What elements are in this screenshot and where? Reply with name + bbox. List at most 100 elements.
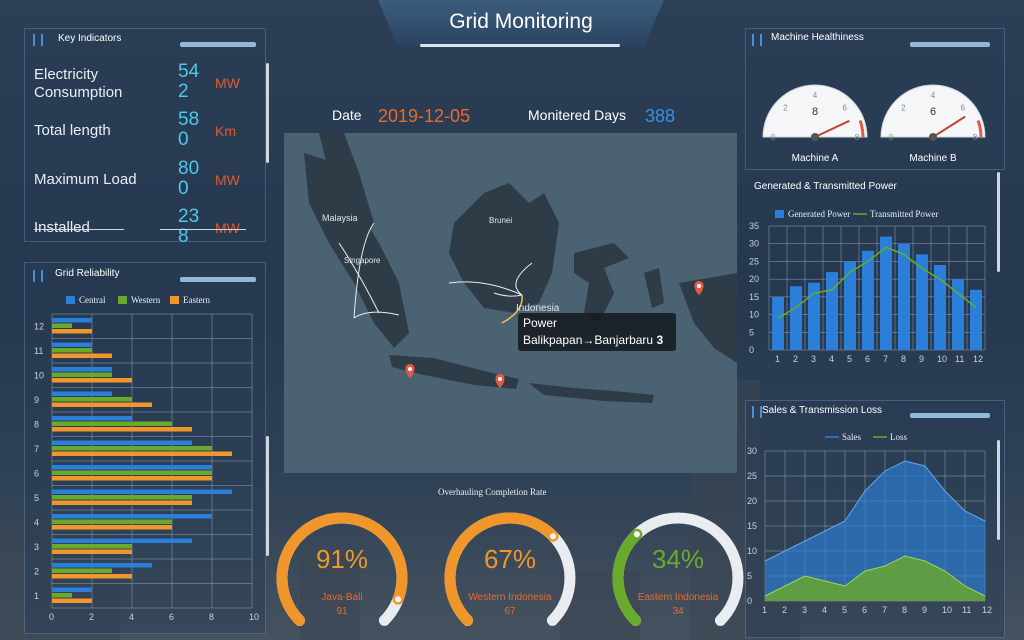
- gauge-face: [880, 84, 986, 138]
- route-line: [501, 294, 523, 324]
- series-line: [764, 555, 986, 597]
- gauge-progress: [276, 512, 408, 626]
- series-area: [765, 556, 985, 601]
- machine-gauges: 0 2 4 6 8 8 Machine A 0 2 4 6 8 6 Machine B: [762, 84, 986, 164]
- bar: [52, 544, 132, 549]
- x-tick-label: 11: [962, 605, 971, 615]
- key-indicators-title: Key Indicators: [58, 33, 122, 44]
- bar: [52, 538, 192, 543]
- gauge-tick-label: 6: [842, 103, 847, 112]
- x-tick-label: 5: [842, 605, 847, 615]
- kpi-value: 800: [178, 158, 200, 199]
- power-chart: Generated Power Transmitted Power05101520…: [749, 209, 986, 364]
- kpi-label: Maximum Load: [34, 171, 137, 188]
- tooltip-count: 3: [656, 333, 664, 347]
- y-tick-label: 35: [749, 221, 759, 231]
- gauge-needle: [814, 119, 850, 138]
- y-tick-label: 11: [34, 346, 43, 356]
- land-borneo: [449, 183, 559, 313]
- map-label: Singapore: [344, 256, 381, 265]
- route-line: [448, 281, 523, 296]
- kpi-unit: MW: [215, 220, 240, 236]
- gauge-name: Machine B: [909, 153, 957, 164]
- bar: [826, 272, 838, 350]
- x-tick-label: 6: [862, 605, 867, 615]
- gauge-knob: [393, 594, 404, 605]
- y-tick-label: 9: [34, 395, 39, 405]
- legend-label: Sales: [842, 432, 861, 442]
- sales-loss-scrollbar[interactable]: [997, 440, 1000, 540]
- y-tick-label: 25: [749, 256, 759, 266]
- gauge-progress: [612, 528, 643, 626]
- land-maluku: [644, 268, 664, 308]
- bar: [880, 236, 892, 350]
- power-chart-scrollbar[interactable]: [997, 172, 1000, 272]
- x-tick-label: 3: [802, 605, 807, 615]
- gauge-needle: [932, 115, 966, 138]
- kpi-value: 542: [178, 61, 200, 102]
- legend-swatch: [66, 296, 75, 304]
- y-tick-label: 0: [747, 596, 752, 606]
- y-tick-label: 20: [749, 274, 759, 284]
- y-tick-label: 10: [747, 546, 757, 556]
- page-title: Grid Monitoring: [449, 10, 593, 33]
- bar: [52, 587, 92, 592]
- bar: [52, 489, 232, 494]
- y-tick-label: 15: [747, 521, 757, 531]
- bar: [952, 279, 964, 350]
- y-tick-label: 1: [34, 591, 39, 601]
- bar: [52, 402, 152, 407]
- gauge-tick-label: 4: [813, 91, 818, 100]
- kpi-unit: MW: [215, 75, 240, 91]
- key-indicators-scrollbar[interactable]: [266, 63, 269, 163]
- gauge-tick-label: 6: [960, 103, 965, 112]
- panel-marker-icon: [752, 406, 762, 418]
- map-label: Malaysia: [322, 213, 358, 223]
- x-tick-label: 1: [775, 354, 780, 364]
- x-tick-label: 1: [762, 605, 767, 615]
- bar: [52, 446, 212, 451]
- bar: [52, 416, 132, 421]
- gauge-name: Machine A: [792, 153, 839, 164]
- gauge-tick-label: 4: [931, 91, 936, 100]
- gauge-name: Eastern Indonesia: [638, 592, 719, 603]
- kpi-value: 238: [178, 206, 200, 247]
- bar: [52, 397, 132, 402]
- kpi-value: 580: [178, 109, 200, 150]
- y-tick-label: 25: [747, 471, 757, 481]
- land-malaysia: [319, 133, 374, 243]
- bar: [52, 593, 72, 598]
- grid-reliability-scrollbar[interactable]: [266, 436, 269, 556]
- bar: [934, 264, 946, 350]
- bar: [52, 563, 152, 568]
- x-tick-label: 2: [89, 612, 94, 622]
- key-indicators-panel: [24, 28, 266, 242]
- series-line: [764, 460, 986, 562]
- bar: [808, 282, 820, 350]
- bar: [52, 318, 92, 323]
- machine-title: Machine Healthiness: [771, 32, 864, 43]
- bar: [916, 254, 928, 350]
- bar: [52, 329, 92, 334]
- bar: [52, 514, 212, 519]
- x-tick-label: 6: [169, 612, 174, 622]
- kpi-unit: Km: [215, 123, 236, 139]
- x-tick-label: 9: [922, 605, 927, 615]
- bar: [862, 250, 874, 350]
- gauge-hub: [929, 133, 937, 141]
- y-tick-label: 7: [34, 444, 39, 454]
- kpi-divider: [160, 229, 246, 230]
- gauge-percent: 34%: [652, 544, 704, 574]
- bar: [790, 286, 802, 350]
- y-tick-label: 20: [747, 496, 757, 506]
- map-marker: [495, 374, 505, 388]
- date-label: Date: [332, 107, 362, 123]
- map-marker: [694, 281, 704, 295]
- panel-deco-bar: [910, 42, 990, 47]
- x-tick-label: 4: [822, 605, 827, 615]
- header-underline: [420, 44, 620, 47]
- x-tick-label: 10: [937, 354, 947, 364]
- kpi-label: Electricity Consumption: [34, 66, 123, 101]
- indonesia-map[interactable]: Malaysia Brunei Singapore Indonesia: [284, 133, 737, 473]
